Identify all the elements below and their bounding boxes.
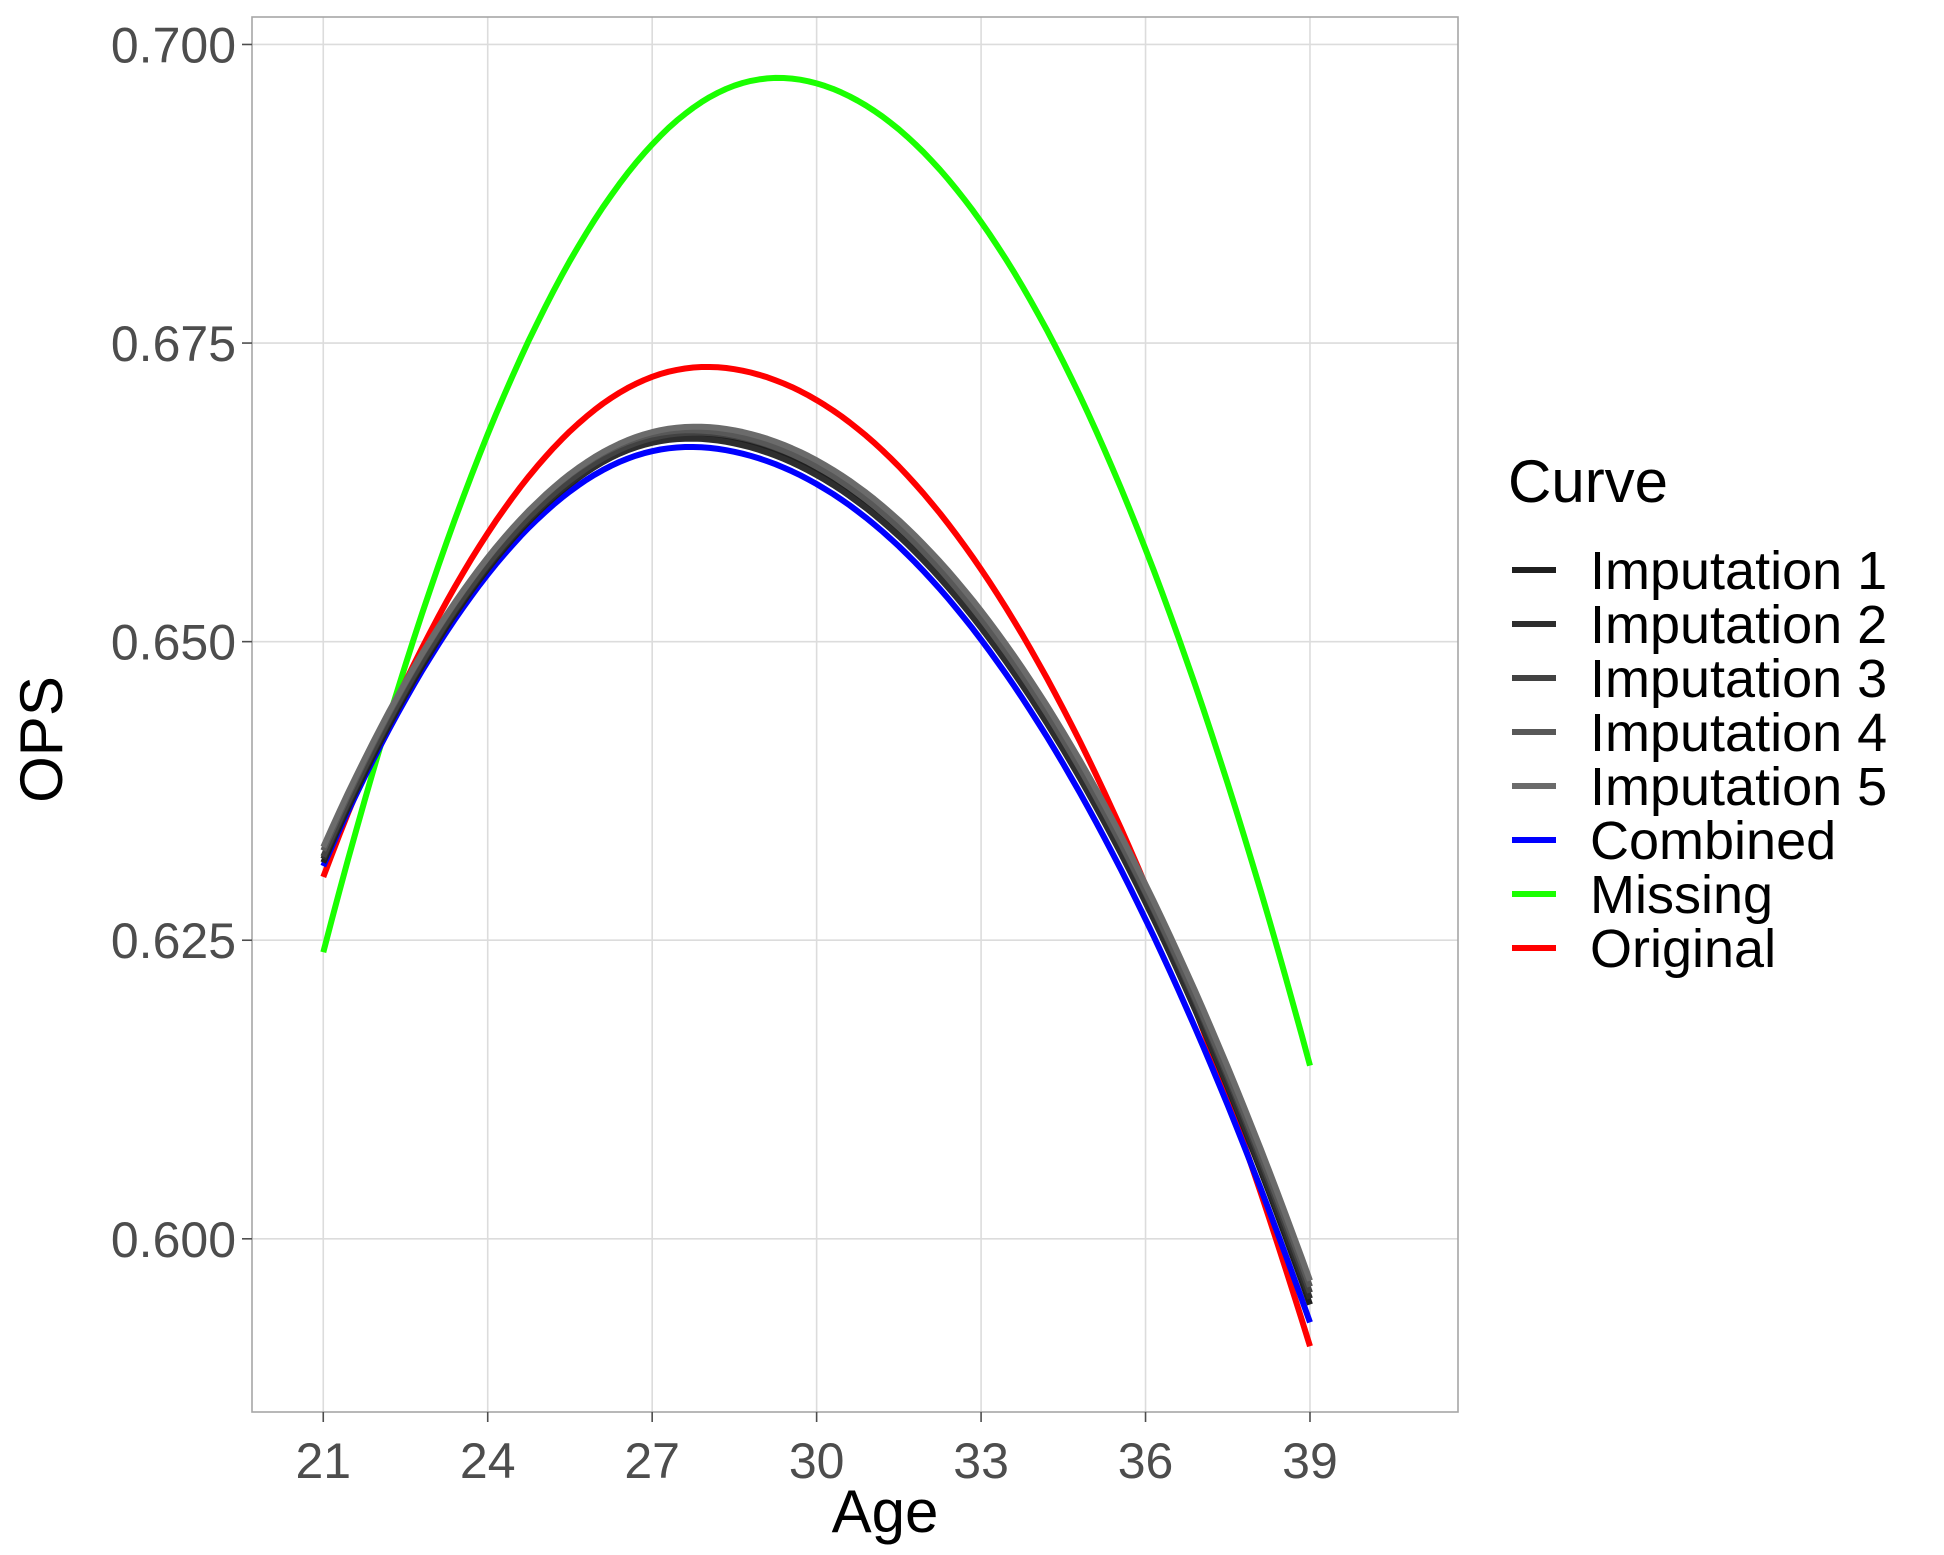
x-tick-label: 33 xyxy=(953,1433,1009,1489)
y-tick-label: 0.650 xyxy=(111,615,236,671)
legend-label: Imputation 4 xyxy=(1590,703,1887,763)
x-tick-label: 36 xyxy=(1118,1433,1174,1489)
legend-label: Imputation 3 xyxy=(1590,649,1887,709)
y-tick-label: 0.600 xyxy=(111,1212,236,1268)
y-axis-ticks: 0.600 0.625 0.650 0.675 0.700 xyxy=(111,17,252,1268)
series-line-combined xyxy=(320,444,1313,1324)
plot-panel-border xyxy=(251,16,1459,1413)
y-tick-label: 0.700 xyxy=(111,17,236,73)
grid-lines xyxy=(252,17,1458,1412)
y-tick-label: 0.675 xyxy=(111,316,236,372)
x-tick-label: 24 xyxy=(460,1433,516,1489)
legend-label: Imputation 1 xyxy=(1590,541,1887,601)
legend-label: Combined xyxy=(1590,811,1836,871)
series-line-imputation-5 xyxy=(320,423,1313,1282)
legend-label: Imputation 2 xyxy=(1590,595,1887,655)
series-line-missing xyxy=(320,74,1313,1067)
legend-label: Missing xyxy=(1590,865,1773,925)
x-tick-label: 30 xyxy=(789,1433,845,1489)
legend-title: Curve xyxy=(1508,448,1668,515)
curves xyxy=(320,74,1313,1348)
x-tick-label: 39 xyxy=(1282,1433,1338,1489)
x-tick-label: 21 xyxy=(295,1433,351,1489)
x-axis-ticks: 21 24 27 30 33 36 39 xyxy=(295,1412,1338,1489)
x-tick-label: 27 xyxy=(624,1433,680,1489)
y-axis-title: OPS xyxy=(8,676,75,803)
y-tick-label: 0.625 xyxy=(111,913,236,969)
legend-label: Original xyxy=(1590,919,1776,979)
x-axis-title: Age xyxy=(832,1478,939,1545)
legend-label: Imputation 5 xyxy=(1590,757,1887,817)
